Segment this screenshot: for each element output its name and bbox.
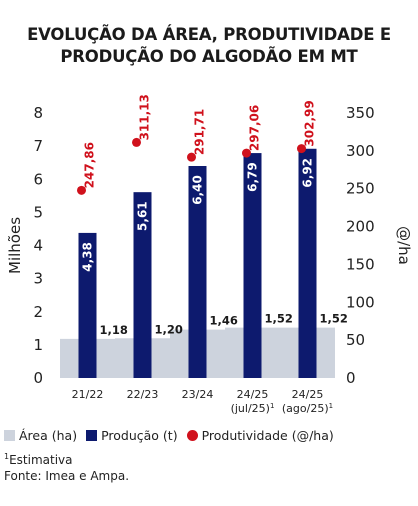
production-bar-label: 6,92	[301, 158, 315, 188]
x-tick-footnote-marker: 1	[270, 402, 274, 410]
legend-label-productivity: Produtividade (@/ha)	[201, 427, 334, 443]
productivity-point	[187, 152, 196, 162]
productivity-point	[242, 148, 251, 158]
footnote-marker: 1	[4, 452, 10, 461]
legend: Área (ha) Produção (t) Produtividade (@/…	[4, 424, 418, 446]
legend-label-area: Área (ha)	[19, 427, 78, 443]
footnote-text: Estimativa	[9, 453, 73, 467]
x-tick-label-sub: (ago/25)1	[282, 402, 333, 415]
production-bar-label: 6,40	[191, 175, 205, 205]
production-bar	[188, 166, 207, 378]
y-right-tick-label: 150	[346, 255, 375, 273]
legend-label-production: Produção (t)	[101, 427, 178, 443]
production-bar	[133, 192, 152, 378]
productivity-point	[132, 137, 141, 147]
y-left-tick-label: 8	[33, 104, 43, 122]
chart-title-line2: PRODUÇÃO DO ALGODÃO EM MT	[60, 47, 358, 66]
production-bar	[78, 232, 97, 378]
x-tick-label: 24/25	[237, 388, 269, 401]
chart-title: EVOLUÇÃO DA ÁREA, PRODUTIVIDADE E PRODUÇ…	[0, 24, 418, 68]
legend-item-productivity: Produtividade (@/ha)	[186, 427, 334, 443]
production-bar-label: 4,38	[81, 242, 95, 272]
y-right-tick-label: 0	[346, 369, 356, 387]
area-value-label: 1,18	[100, 323, 128, 337]
y-right-tick-label: 250	[346, 180, 375, 198]
productivity-point	[77, 185, 86, 195]
legend-swatch-area	[4, 429, 15, 441]
y-left-tick-label: 3	[33, 270, 43, 288]
productivity-label: 297,06	[248, 105, 262, 151]
area-value-label: 1,20	[155, 322, 183, 336]
x-tick-label: 22/23	[127, 388, 159, 401]
productivity-label: 291,71	[193, 109, 207, 155]
production-bar-label: 6,79	[246, 162, 260, 192]
y-left-tick-label: 7	[33, 137, 43, 155]
x-tick-label: 23/24	[182, 388, 214, 401]
y-right-tick-label: 50	[346, 331, 365, 349]
legend-swatch-production	[86, 429, 98, 441]
y-left-tick-label: 0	[33, 369, 43, 387]
productivity-point	[297, 144, 306, 154]
footnote: 1Estimativa	[4, 452, 73, 467]
chart-title-line1: EVOLUÇÃO DA ÁREA, PRODUTIVIDADE E	[27, 25, 391, 44]
legend-item-production: Produção (t)	[86, 428, 178, 443]
y-left-axis-title: Milhões	[6, 217, 24, 274]
production-bar	[298, 148, 317, 378]
y-left-tick-label: 6	[33, 170, 43, 188]
production-bar	[243, 153, 262, 378]
productivity-label: 302,99	[303, 100, 317, 146]
x-tick-label-sub: (jul/25)1	[231, 402, 275, 415]
productivity-label: 247,86	[83, 142, 97, 188]
legend-swatch-productivity	[186, 429, 198, 441]
x-tick-label: 24/25	[292, 388, 324, 401]
x-tick-footnote-marker: 1	[329, 402, 333, 410]
area-value-label: 1,46	[210, 314, 238, 328]
y-right-tick-label: 350	[346, 104, 375, 122]
y-right-tick-label: 200	[346, 218, 375, 236]
chart: 0 1 2 3 4 5 6 7 8 0 50 100 150 200 250 300 350 Milhões @/h…	[6, 94, 413, 415]
y-right-tick-label: 100	[346, 293, 375, 311]
y-left-tick-label: 2	[33, 303, 43, 321]
source-note: Fonte: Imea e Ampa.	[4, 469, 130, 483]
area-value-label: 1,52	[320, 312, 348, 326]
area-value-label: 1,52	[265, 312, 293, 326]
y-left-tick-label: 4	[33, 237, 43, 255]
y-right-tick-label: 300	[346, 142, 375, 160]
y-left-tick-label: 1	[33, 336, 43, 354]
productivity-label: 311,13	[138, 94, 152, 140]
production-bar-label: 5,61	[136, 201, 150, 231]
legend-item-area: Área (ha)	[4, 428, 77, 443]
y-left-tick-label: 5	[33, 203, 43, 221]
y-right-axis-title: @/ha	[395, 226, 413, 265]
x-tick-label: 21/22	[72, 388, 104, 401]
